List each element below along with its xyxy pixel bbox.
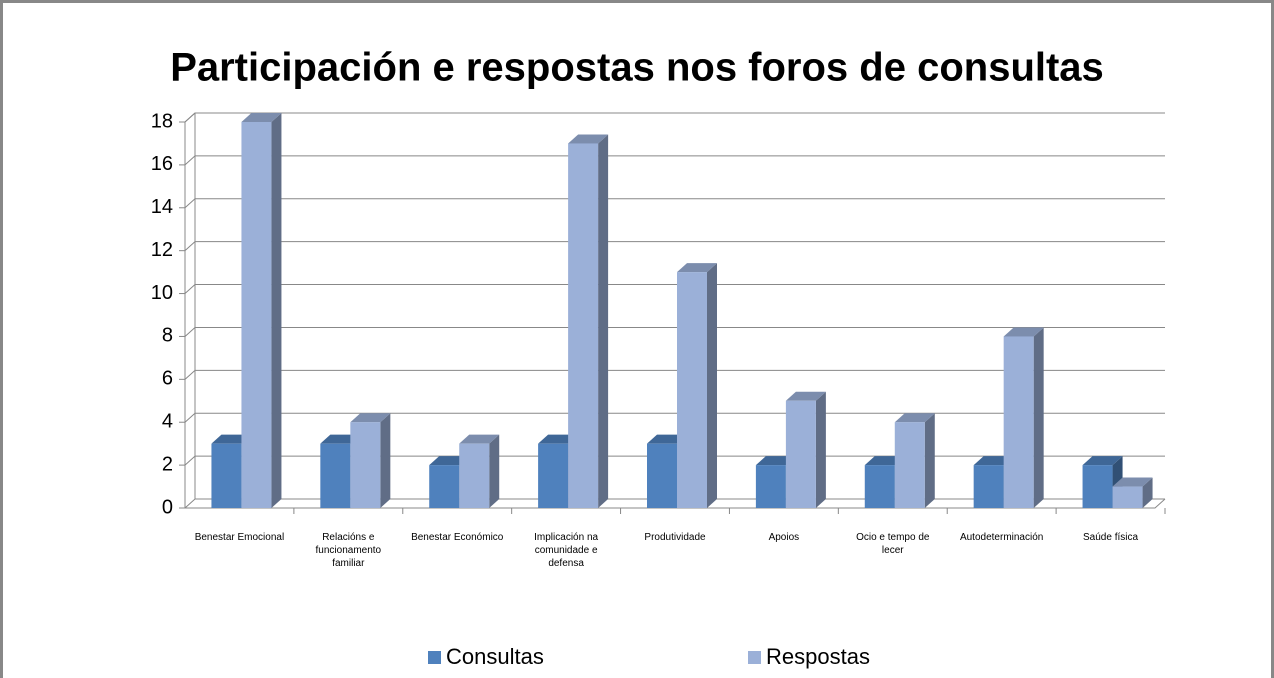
bar-top [785,391,826,401]
bar [568,134,609,508]
legend-swatch [428,651,441,664]
bar [894,413,935,508]
bar-side [815,391,826,508]
x-tick-label: Implicación na comunidade e defensa [534,532,599,569]
bar-side [707,263,717,508]
bar-front [568,143,599,508]
x-tick-label: Autodeterminación [959,532,1044,543]
y-axis [184,112,196,508]
bar [1003,327,1044,508]
bar-front [211,443,242,508]
bar-top [894,413,935,423]
bar-front [1003,336,1034,508]
legend-label: Consultas [446,644,544,669]
grid-line [184,284,1165,294]
y-tick-label: 14 [151,196,173,218]
bar-front [429,465,460,508]
y-tick-label: 4 [162,411,173,433]
bar-side [489,434,500,508]
grid-line [184,155,1165,166]
bar-front [538,443,569,508]
bar-top [1003,327,1044,337]
bar-top [241,113,282,122]
bar-side [271,113,282,508]
floor [185,498,1166,509]
bar-top [677,263,717,273]
y-tick-label: 10 [151,282,173,304]
bar-front [864,465,895,508]
grid-line [184,498,1165,509]
bar-front [1112,486,1143,508]
x-tick-label: Benestar Económico [411,532,504,543]
bar-front [894,422,925,508]
bar-front [755,465,786,508]
bar [1112,477,1153,508]
y-tick-label: 2 [162,453,173,475]
bar-top [459,434,500,444]
y-tick-label: 0 [162,496,173,518]
bar [350,413,391,508]
bar-side [1033,327,1044,508]
grid-line [184,369,1165,380]
bar-front [973,465,1004,508]
bar-top [350,413,391,423]
bar-front [677,272,707,508]
y-tick-label: 6 [162,368,173,390]
x-tick-label: Produtividade [644,532,706,543]
bar [785,391,826,508]
bar-front [1082,465,1113,508]
bar-front [785,400,816,508]
bar-top [1082,456,1123,466]
bar-front [241,122,272,508]
x-tick-label: Relacións e funcionamento familiar [315,532,382,569]
y-tick-label: 18 [151,110,173,132]
x-tick-label: Ocio e tempo de lecer [856,532,930,556]
bar-side [380,413,391,508]
chart-title: Participación e respostas nos foros de c… [170,46,1104,90]
bar-side [598,134,609,508]
grid-line [184,326,1165,337]
x-tick-label: Benestar Emocional [194,532,285,543]
bar-side [924,413,935,508]
y-tick-label: 8 [162,325,173,347]
bar-front [320,443,351,508]
bar-front [459,443,490,508]
x-tick-label: Saúde física [1083,532,1139,543]
bar [677,263,717,508]
bar [241,113,282,508]
x-tick-label: Apoios [768,532,800,543]
grid-line [184,241,1165,252]
legend-label: Respostas [766,644,870,669]
grid-line [184,112,1165,123]
bar-side [1142,477,1153,508]
grid-line [184,198,1165,209]
bar-top [1112,477,1153,487]
bar-front [647,443,677,508]
bar [459,434,500,508]
y-tick-label: 12 [151,239,173,261]
y-tick-label: 16 [151,153,173,175]
grid-line [184,412,1165,423]
bar-front [350,422,381,508]
grid-line [184,455,1165,466]
legend-swatch [748,651,761,664]
bar-top [568,134,609,144]
